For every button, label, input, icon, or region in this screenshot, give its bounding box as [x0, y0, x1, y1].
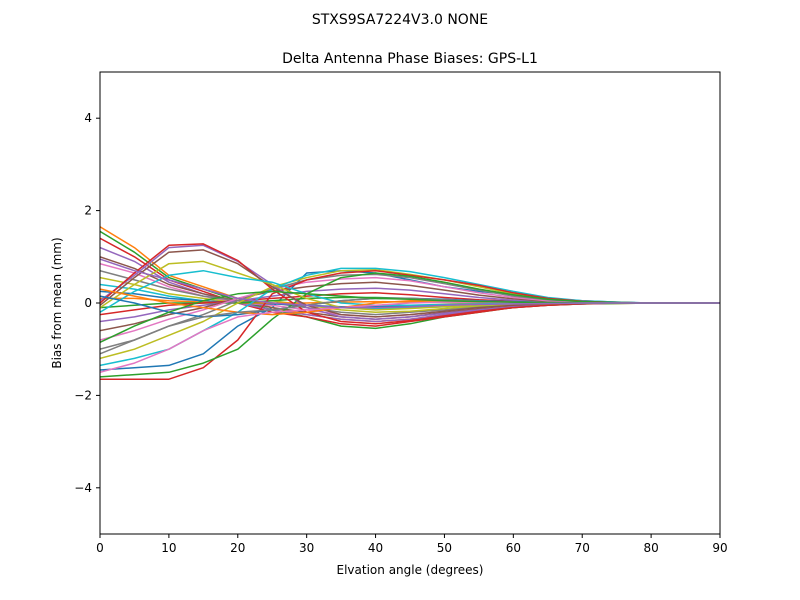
- x-axis-label: Elvation angle (degrees): [337, 563, 484, 577]
- x-tick-label: 20: [230, 541, 245, 555]
- y-axis: −4 −2 0 2 4: [74, 111, 100, 495]
- x-tick-label: 40: [368, 541, 383, 555]
- y-tick-label: −4: [74, 481, 92, 495]
- y-tick-label: 2: [84, 204, 92, 218]
- x-tick-label: 80: [643, 541, 658, 555]
- x-tick-label: 50: [437, 541, 452, 555]
- x-tick-label: 90: [712, 541, 727, 555]
- y-axis-label: Bias from mean (mm): [50, 237, 64, 368]
- x-tick-label: 60: [506, 541, 521, 555]
- x-tick-label: 0: [96, 541, 104, 555]
- x-tick-label: 30: [299, 541, 314, 555]
- x-tick-label: 70: [575, 541, 590, 555]
- chart-title: Delta Antenna Phase Biases: GPS-L1: [282, 51, 538, 67]
- y-tick-label: 0: [84, 296, 92, 310]
- x-axis: 0 10 20 30 40 50 60 70 80 90: [96, 534, 728, 555]
- series-layer: [100, 226, 720, 380]
- y-tick-label: 4: [84, 111, 92, 125]
- x-tick-label: 10: [161, 541, 176, 555]
- figure-suptitle: STXS9SA7224V3.0 NONE: [312, 12, 488, 28]
- y-tick-label: −2: [74, 388, 92, 402]
- series-line-33: [100, 258, 720, 309]
